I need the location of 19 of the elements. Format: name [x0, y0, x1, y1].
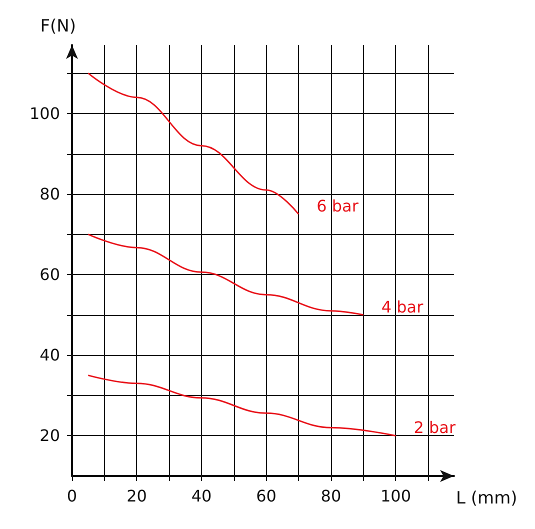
- x-tick-label: 20: [126, 486, 147, 506]
- x-tick-label: 80: [320, 486, 342, 506]
- y-tick-label: 60: [40, 265, 60, 284]
- x-axis-title: L (mm): [456, 488, 518, 508]
- y-axis-title: F(N): [40, 16, 76, 36]
- line-series: [87, 374, 396, 436]
- x-tick-label: 40: [191, 486, 212, 506]
- x-tick-label: 60: [256, 486, 276, 506]
- series-label: 2 bar: [414, 418, 456, 438]
- line-series: [87, 234, 364, 316]
- x-tick-label: 0: [66, 486, 78, 506]
- y-tick-label: 40: [40, 346, 60, 365]
- y-tick-label: 80: [40, 184, 60, 204]
- y-tick-label: 20: [40, 426, 60, 446]
- series-label: 6 bar: [316, 196, 359, 216]
- line-series: [87, 72, 300, 215]
- series-label: 4 bar: [381, 297, 424, 316]
- y-tick-label: 100: [29, 104, 60, 123]
- x-tick-label: 100: [380, 486, 411, 506]
